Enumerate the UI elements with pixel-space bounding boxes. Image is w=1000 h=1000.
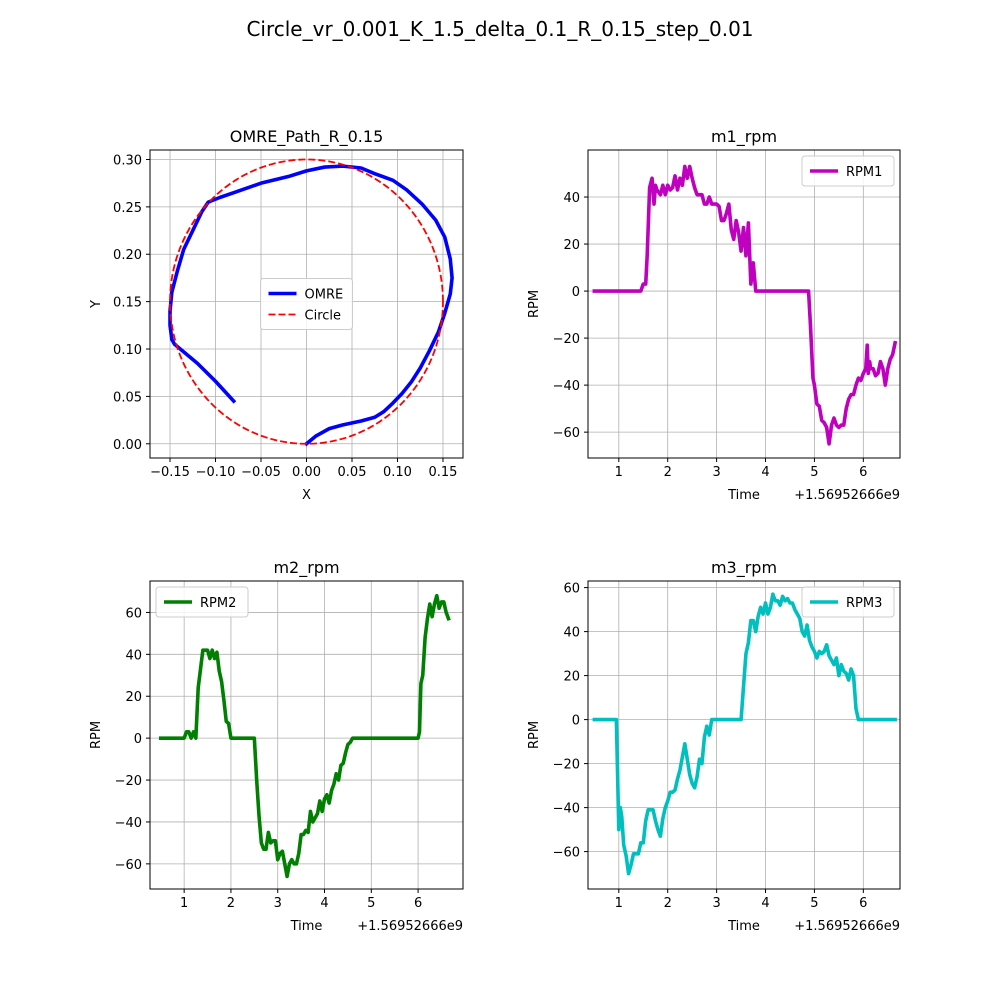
y-tick-label: −60	[553, 846, 580, 861]
y-tick-label: 0.30	[113, 153, 142, 168]
x-tick-label: 1	[180, 896, 188, 911]
x-tick-label: 0.05	[338, 465, 367, 480]
x-axis-label: X	[302, 488, 311, 503]
series-omre-line	[168, 164, 454, 447]
y-tick-label: 60	[563, 582, 580, 597]
x-offset-text: +1.56952666e9	[357, 919, 463, 934]
y-tick-label: 0.05	[113, 390, 142, 405]
legend: OMRE Circle	[260, 278, 353, 330]
x-tick-label: 5	[810, 896, 818, 911]
y-tick-label: −20	[553, 758, 580, 773]
subplot-4: 1 2 3 4 5 6 −60 −40 −20 0 20 40 60 m3_rpm Time RPM +1.56…	[527, 558, 901, 934]
x-tick-label: 5	[810, 465, 818, 480]
y-tick-label: −40	[553, 379, 580, 394]
x-tick-label: 3	[712, 465, 720, 480]
y-axis-label: RPM	[527, 721, 542, 749]
y-tick-label: 20	[125, 690, 142, 705]
plot-area	[592, 592, 897, 876]
series-rpm3-line	[592, 592, 897, 876]
legend-box	[801, 155, 895, 187]
legend: RPM3	[801, 586, 895, 618]
y-tick-label: 0.20	[113, 248, 142, 263]
y-tick-label: −40	[115, 816, 142, 831]
y-tick-label: −40	[553, 802, 580, 817]
subplot-title: m3_rpm	[711, 558, 777, 578]
x-tick-label: 2	[664, 896, 672, 911]
y-tick-label: 40	[563, 626, 580, 641]
x-tick-label: 1	[615, 896, 623, 911]
x-tick-label: 4	[761, 465, 769, 480]
x-tick-label: 5	[367, 896, 375, 911]
x-tick-label: −0.15	[150, 465, 190, 480]
x-tick-label: 0.00	[292, 465, 321, 480]
subplots: −0.15 −0.10 −0.05 0.00 0.05 0.10 0.15 0.00 0.05 0…	[89, 127, 901, 934]
x-offset-text: +1.56952666e9	[794, 919, 900, 934]
series-rpm1-line	[592, 164, 898, 446]
plot-area	[158, 593, 451, 879]
x-tick-label: 4	[320, 896, 328, 911]
subplot-title: OMRE_Path_R_0.15	[230, 127, 384, 147]
y-tick-label: 0	[572, 714, 580, 729]
y-axis-label: RPM	[527, 290, 542, 318]
legend: RPM1	[801, 155, 895, 187]
y-tick-label: 0.10	[113, 343, 142, 358]
y-tick-label: −20	[553, 332, 580, 347]
x-axis-label: Time	[727, 919, 760, 934]
legend-box	[155, 586, 249, 618]
x-tick-label: 6	[414, 896, 422, 911]
y-axis-label: Y	[89, 300, 104, 309]
x-tick-label: 3	[712, 896, 720, 911]
x-tick-label: −0.05	[241, 465, 281, 480]
plot-area	[592, 164, 898, 446]
y-tick-label: 20	[563, 670, 580, 685]
legend-label-rpm3: RPM3	[846, 596, 882, 611]
legend-label-omre: OMRE	[305, 288, 344, 303]
y-tick-label: 0	[134, 732, 142, 747]
legend-label-circle: Circle	[305, 309, 342, 324]
legend-label-rpm2: RPM2	[200, 596, 236, 611]
y-tick-label: 40	[125, 648, 142, 663]
legend-box	[801, 586, 895, 618]
series-rpm2-line	[158, 593, 451, 879]
y-tick-label: −60	[553, 426, 580, 441]
y-tick-label: 0	[572, 285, 580, 300]
y-tick-label: −60	[115, 858, 142, 873]
x-offset-text: +1.56952666e9	[794, 488, 900, 503]
subplot-2: 1 2 3 4 5 6 −60 −40 −20 0 20 40 m1_rpm Time RPM +1.5695…	[527, 127, 901, 503]
x-tick-label: 2	[664, 465, 672, 480]
y-tick-label: 60	[125, 606, 142, 621]
x-tick-label: 1	[615, 465, 623, 480]
axes-frame	[149, 580, 464, 890]
x-tick-label: 3	[274, 896, 282, 911]
legend: RPM2	[155, 586, 249, 618]
x-axis-label: Time	[290, 919, 323, 934]
y-tick-label: 40	[563, 191, 580, 206]
figure-suptitle: Circle_vr_0.001_K_1.5_delta_0.1_R_0.15_s…	[246, 17, 753, 41]
legend-box	[260, 278, 353, 330]
y-tick-label: 20	[563, 238, 580, 253]
plot-area	[168, 158, 454, 447]
subplot-3: 1 2 3 4 5 6 −60 −40 −20 0 20 40 60 m2_rpm Time RPM +1.56…	[89, 558, 464, 934]
y-tick-label: 0.25	[113, 201, 142, 216]
x-tick-label: 2	[227, 896, 235, 911]
axes-frame	[587, 149, 901, 459]
x-tick-label: 6	[859, 465, 867, 480]
x-tick-label: −0.10	[196, 465, 236, 480]
subplot-1: −0.15 −0.10 −0.05 0.00 0.05 0.10 0.15 0.00 0.05 0…	[89, 127, 464, 503]
subplot-title: m2_rpm	[273, 558, 339, 578]
x-axis-label: Time	[727, 488, 760, 503]
x-tick-label: 6	[859, 896, 867, 911]
y-tick-label: 0.15	[113, 296, 142, 311]
subplot-title: m1_rpm	[711, 127, 777, 147]
y-tick-label: −20	[115, 774, 142, 789]
y-tick-label: 0.00	[113, 438, 142, 453]
x-tick-label: 4	[761, 896, 769, 911]
x-tick-label: 0.15	[429, 465, 458, 480]
x-tick-label: 0.10	[383, 465, 412, 480]
y-axis-label: RPM	[89, 721, 104, 749]
legend-label-rpm1: RPM1	[846, 165, 882, 180]
axes-frame	[587, 580, 901, 890]
